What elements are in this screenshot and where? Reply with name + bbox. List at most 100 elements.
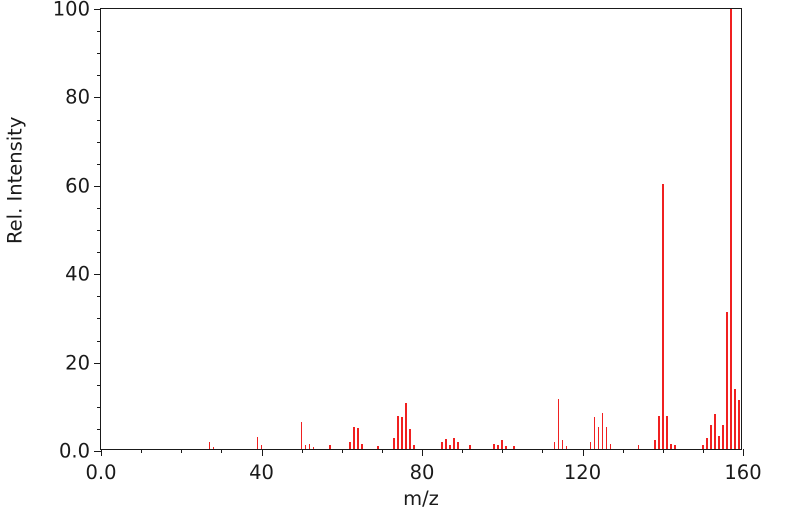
- x-axis-tick: [582, 449, 584, 456]
- y-axis-minor-tick: [97, 428, 101, 430]
- spectrum-peak: [730, 9, 732, 449]
- spectrum-peak: [312, 446, 315, 449]
- spectrum-peak: [501, 440, 504, 449]
- x-axis-minor-tick: [622, 449, 624, 453]
- spectrum-peak: [348, 442, 351, 449]
- plot-area: 0.0 20 40 60 80 100 0.0 40 80 120 160: [53, 0, 762, 484]
- spectrum-peak: [589, 442, 592, 449]
- x-axis-minor-tick: [141, 449, 143, 453]
- spectrum-peak: [401, 417, 403, 449]
- spectrum-peak: [328, 444, 331, 449]
- y-axis-tick-label: 100: [52, 0, 90, 21]
- x-axis-tick-label: 40: [249, 461, 274, 484]
- x-axis-tick: [261, 449, 263, 456]
- y-axis-tick-label: 0.0: [58, 439, 90, 463]
- spectrum-peak: [710, 424, 712, 449]
- y-axis-tick-label: 80: [65, 85, 90, 109]
- y-axis-tick: [94, 451, 101, 452]
- spectrum-peak: [409, 429, 411, 449]
- x-axis-tick: [101, 449, 102, 456]
- x-axis-minor-tick: [702, 449, 704, 453]
- spectrum-peak: [413, 444, 415, 449]
- spectrum-peak: [706, 437, 708, 449]
- spectrum-peak: [661, 183, 664, 449]
- y-axis-tick-label: 20: [65, 351, 90, 375]
- spectrum-peak: [208, 442, 211, 449]
- y-axis-tick-label: 60: [65, 174, 90, 198]
- spectrum-peak: [357, 427, 359, 449]
- y-axis-label: Rel. Intensity: [3, 116, 27, 244]
- spectrum-peak: [702, 444, 704, 449]
- x-axis-minor-tick: [381, 449, 383, 453]
- y-axis-minor-tick: [97, 252, 101, 254]
- spectrum-peak: [377, 445, 379, 449]
- spectrum-peak: [397, 415, 399, 449]
- x-axis-minor-tick: [221, 449, 223, 453]
- spectrum-peak: [653, 440, 656, 449]
- y-axis-tick: [94, 185, 101, 187]
- spectrum-peak: [734, 389, 736, 449]
- spectrum-peak: [457, 442, 459, 449]
- spectrum-peak: [505, 446, 508, 449]
- y-axis-minor-tick: [97, 31, 101, 33]
- spectrum-peak: [513, 446, 516, 449]
- spectrum-peak: [665, 415, 668, 449]
- spectrum-peak: [405, 402, 407, 449]
- y-axis-tick: [94, 274, 101, 276]
- spectrum-peak: [212, 446, 215, 449]
- spectrum-peak: [493, 443, 496, 449]
- spectrum-peak: [722, 424, 724, 449]
- y-axis-minor-tick: [97, 141, 101, 143]
- y-axis-minor-tick: [97, 340, 101, 342]
- spectrum-peak: [637, 445, 640, 449]
- y-axis-minor-tick: [97, 53, 101, 55]
- spectrum-peak: [256, 436, 259, 449]
- spectrum-peak: [441, 442, 443, 449]
- spectrum-peak: [726, 311, 728, 449]
- spectrum-peak: [449, 444, 451, 449]
- spectrum-peak: [609, 443, 612, 449]
- spectrum-peak: [669, 443, 672, 449]
- x-axis-label: m/z: [403, 487, 439, 510]
- y-axis-minor-tick: [97, 207, 101, 209]
- x-axis-minor-tick: [662, 449, 664, 453]
- spectrum-peak: [718, 435, 720, 449]
- x-axis-tick-label: 80: [409, 461, 435, 484]
- x-axis-minor-tick: [502, 449, 504, 453]
- spectrum-peak: [469, 445, 471, 449]
- x-axis-minor-tick: [341, 449, 343, 453]
- spectrum-peak: [308, 443, 311, 449]
- y-axis-minor-tick: [97, 230, 101, 231]
- y-axis-minor-tick: [97, 75, 101, 77]
- y-axis-tick: [94, 362, 101, 364]
- spectrum-peak: [561, 440, 564, 449]
- x-axis-tick: [422, 449, 423, 456]
- y-axis-minor-tick: [97, 163, 101, 165]
- spectrum-peak: [657, 415, 660, 449]
- x-axis-tick-label: 160: [724, 461, 762, 484]
- spectrum-peak: [565, 445, 568, 449]
- y-axis-minor-tick: [97, 296, 101, 298]
- peaks-layer: [101, 9, 741, 449]
- spectrum-peak: [453, 437, 455, 449]
- y-axis-minor-tick: [97, 384, 101, 386]
- x-axis-minor-tick: [462, 449, 464, 453]
- spectrum-peak: [300, 422, 303, 449]
- y-axis-minor-tick: [97, 406, 101, 408]
- spectrum-peak: [445, 439, 447, 449]
- spectrum-peak: [557, 399, 560, 449]
- spectrum-peak: [361, 443, 363, 449]
- spectrum-peak: [304, 444, 307, 449]
- x-axis-minor-tick: [542, 449, 544, 453]
- spectrum-peak: [497, 444, 500, 449]
- y-axis-tick: [94, 9, 101, 10]
- spectrum-peak: [673, 445, 676, 449]
- spectrum-peak: [393, 437, 395, 449]
- spectrum-peak: [601, 412, 604, 449]
- x-axis-minor-tick: [301, 449, 303, 453]
- x-axis-tick-label: 0.0: [85, 461, 117, 484]
- spectrum-peak: [597, 426, 600, 449]
- y-axis-minor-tick: [97, 318, 101, 320]
- spectrum-peak: [260, 445, 263, 449]
